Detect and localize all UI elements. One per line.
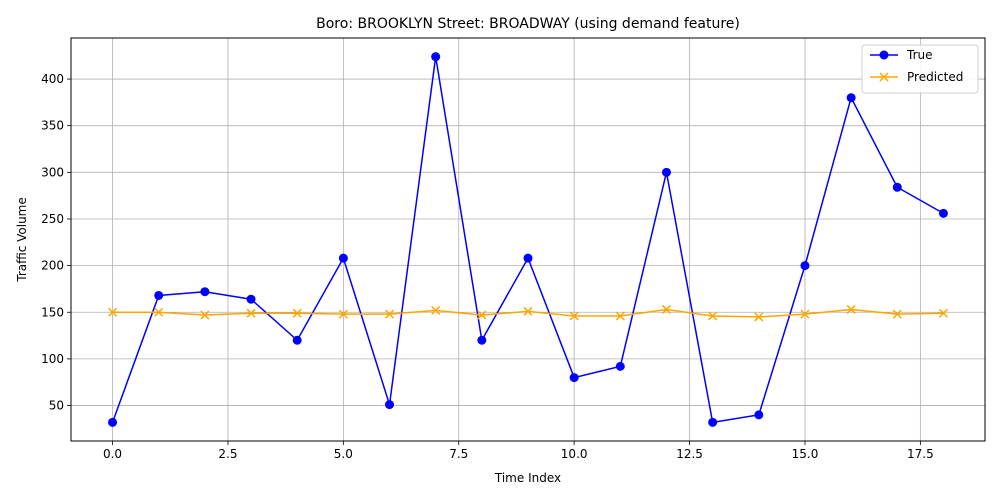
x-tick-label: 15.0 xyxy=(792,447,819,461)
true-data-point xyxy=(938,208,948,218)
x-tick-label: 12.5 xyxy=(676,447,703,461)
y-axis-label: Traffic Volume xyxy=(15,197,29,283)
legend: True Predicted xyxy=(861,44,979,94)
true-data-point xyxy=(154,290,164,300)
chart-title: Boro: BROOKLYN Street: BROADWAY (using d… xyxy=(316,16,740,32)
predicted-data-point xyxy=(892,309,902,319)
x-tick-label: 17.5 xyxy=(907,447,934,461)
predicted-data-point xyxy=(708,311,718,321)
true-data-point xyxy=(708,417,718,427)
y-tick-label: 200 xyxy=(41,259,64,273)
predicted-data-point xyxy=(246,308,256,318)
y-tick-label: 150 xyxy=(41,305,64,319)
plot-area xyxy=(71,38,985,441)
true-data-point xyxy=(523,253,533,263)
series-group xyxy=(108,52,948,427)
predicted-legend-marker xyxy=(879,72,889,82)
predicted-data-point xyxy=(938,308,948,318)
predicted-data-point xyxy=(754,312,764,322)
y-tick-label: 400 xyxy=(41,72,64,86)
true-data-point xyxy=(800,261,810,271)
predicted-legend-label: Predicted xyxy=(907,70,963,84)
x-tick-label: 7.5 xyxy=(449,447,468,461)
true-legend-marker xyxy=(879,50,889,60)
x-tick-label: 10.0 xyxy=(561,447,588,461)
predicted-data-point xyxy=(338,309,348,319)
predicted-data-point xyxy=(661,304,672,314)
true-data-point xyxy=(846,93,856,103)
true-data-point xyxy=(431,52,441,62)
true-data-point xyxy=(338,253,348,263)
predicted-data-point xyxy=(384,309,395,319)
y-tick-label: 50 xyxy=(49,399,64,413)
true-data-point xyxy=(661,167,671,177)
true-data-point xyxy=(246,294,256,304)
x-tick-label: 2.5 xyxy=(218,447,237,461)
predicted-data-point xyxy=(154,307,164,317)
predicted-data-point xyxy=(569,311,579,321)
true-data-point xyxy=(892,182,902,192)
true-data-point xyxy=(569,373,579,383)
predicted-data-point xyxy=(523,306,533,316)
true-data-point xyxy=(754,410,764,420)
true-data-point xyxy=(385,400,395,410)
true-legend-label: True xyxy=(906,48,933,62)
predicted-data-point xyxy=(615,311,625,321)
true-data-point xyxy=(615,361,625,371)
plot-border xyxy=(70,37,986,442)
true-data-point xyxy=(108,417,118,427)
y-tick-label: 300 xyxy=(41,165,64,179)
x-tick-label: 5.0 xyxy=(334,447,353,461)
x-tick-label: 0.0 xyxy=(103,447,122,461)
predicted-data-point xyxy=(108,307,118,317)
predicted-data-point xyxy=(292,308,302,318)
legend-box xyxy=(861,44,979,94)
predicted-data-point xyxy=(800,309,810,319)
true-data-point xyxy=(200,287,210,297)
y-tick-label: 250 xyxy=(41,212,64,226)
predicted-data-point xyxy=(431,305,441,315)
y-tick-label: 100 xyxy=(41,352,64,366)
axes: 0.0 2.5 5.0 7.5 10.0 12.5 15.0 17.5 50 100 150 200 2… xyxy=(41,72,934,461)
predicted-data-point xyxy=(477,310,487,320)
true-data-point xyxy=(477,335,487,345)
predicted-data-point xyxy=(846,304,856,314)
predicted-data-point xyxy=(200,310,210,320)
x-axis-label: Time Index xyxy=(494,471,561,485)
true-data-point xyxy=(292,335,302,345)
y-tick-label: 350 xyxy=(41,119,64,133)
